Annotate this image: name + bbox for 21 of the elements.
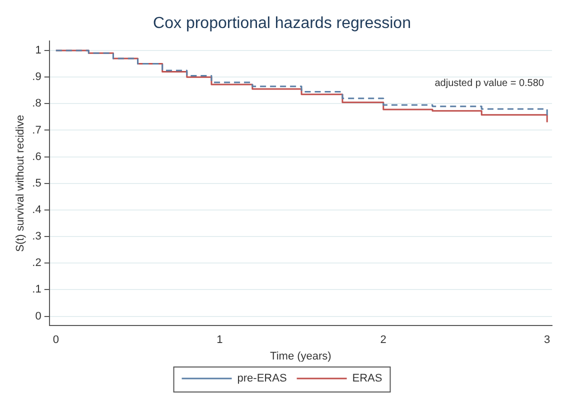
x-tick-label: 2 [380, 334, 386, 346]
y-tick-label: .6 [32, 150, 42, 163]
y-tick-label: .4 [32, 204, 42, 216]
y-axis-title: S(t) survival without recidive [14, 114, 27, 252]
chart-title: Cox proportional hazards regression [153, 15, 411, 32]
legend-label: ERAS [352, 372, 382, 385]
y-tick-label: 1 [35, 44, 42, 57]
y-tick-label: .2 [32, 257, 42, 270]
y-tick-label: .7 [32, 124, 42, 136]
legend-label: pre-ERAS [237, 372, 287, 385]
y-tick-label: .9 [32, 71, 42, 84]
annotation: adjusted p value = 0.580 [434, 78, 544, 89]
y-tick-label: .5 [32, 177, 42, 190]
y-tick-label: .8 [32, 98, 42, 110]
x-tick-label: 3 [544, 334, 550, 346]
y-tick-label: 0 [35, 310, 42, 322]
x-tick-label: 1 [216, 334, 223, 346]
x-tick-label: 0 [52, 334, 59, 346]
x-axis-title: Time (years) [270, 350, 332, 362]
y-tick-label: .1 [32, 284, 42, 296]
y-tick-label: .3 [32, 230, 42, 243]
